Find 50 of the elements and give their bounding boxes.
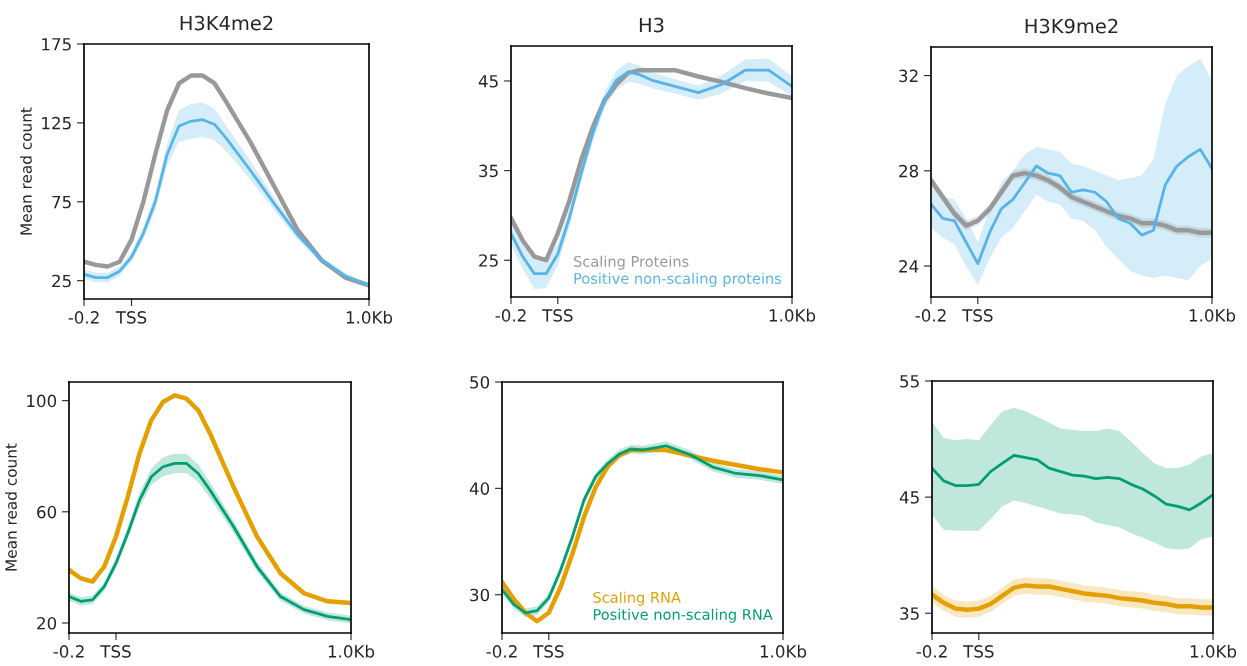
x-tick-label: -0.2: [916, 645, 947, 658]
x-tick-label: 1.0Kb: [769, 308, 816, 322]
line-series: [931, 147, 1212, 266]
y-tick-label: 55: [900, 375, 919, 388]
series-label: Positive non-scaling proteins: [574, 272, 782, 287]
x-tick-label: 1.0Kb: [1189, 308, 1236, 322]
text: Scaling RNA: [593, 591, 681, 606]
y-tick-label: 24: [899, 260, 919, 273]
y-tick-label: 60: [37, 505, 57, 519]
x-tick-label: 1.0Kb: [760, 644, 807, 658]
x-tick-label: 1.0Kb: [1190, 644, 1237, 658]
y-tick-label: 35: [900, 607, 919, 620]
x-tick-label: TSS: [533, 645, 564, 658]
y-tick-label: 50: [470, 375, 490, 389]
y-axis-title: Mean read count: [5, 443, 17, 571]
y-tick-label: 25: [479, 254, 498, 267]
y-tick-label: 45: [899, 491, 919, 504]
y-tick-label: 30: [470, 588, 490, 602]
series-label: Scaling Proteins: [574, 255, 689, 270]
y-tick-label: 45: [478, 75, 498, 88]
y-tick-label: 75: [52, 195, 71, 209]
y-tick-label: 40: [469, 482, 490, 495]
y-tick-label: 175: [42, 38, 71, 51]
chart-title: H3K4me2: [180, 15, 273, 31]
line-series: [932, 583, 1213, 612]
chart-title: H3: [639, 17, 664, 33]
line-series: [932, 453, 1213, 512]
x-tick-label: -0.2: [915, 309, 946, 322]
text: Positive non-scaling RNA: [593, 608, 773, 623]
x-tick-label: -0.2: [53, 645, 84, 658]
x-tick-label: TSS: [115, 311, 147, 324]
line-series: [69, 393, 351, 606]
x-tick-label: TSS: [542, 309, 573, 322]
y-tick-label: 35: [479, 164, 498, 178]
x-tick-label: -0.2: [68, 311, 99, 324]
x-tick-label: TSS: [963, 645, 994, 658]
y-tick-label: 25: [52, 274, 71, 288]
y-tick-label: 32: [899, 69, 918, 83]
y-axis-title: Mean read count: [20, 107, 32, 235]
x-tick-label: TSS: [962, 309, 993, 322]
x-tick-label: TSS: [100, 645, 131, 658]
x-tick-label: 1.0Kb: [328, 644, 375, 658]
x-tick-label: -0.2: [495, 309, 526, 322]
chart-title: H3K9me2: [1025, 18, 1118, 34]
y-tick-label: 28: [899, 164, 919, 178]
y-tick-label: 125: [42, 116, 71, 130]
x-tick-label: 1.0Kb: [346, 310, 393, 324]
y-tick-label: 100: [27, 394, 57, 408]
x-tick-label: -0.2: [486, 645, 517, 658]
y-tick-label: 20: [37, 616, 57, 630]
